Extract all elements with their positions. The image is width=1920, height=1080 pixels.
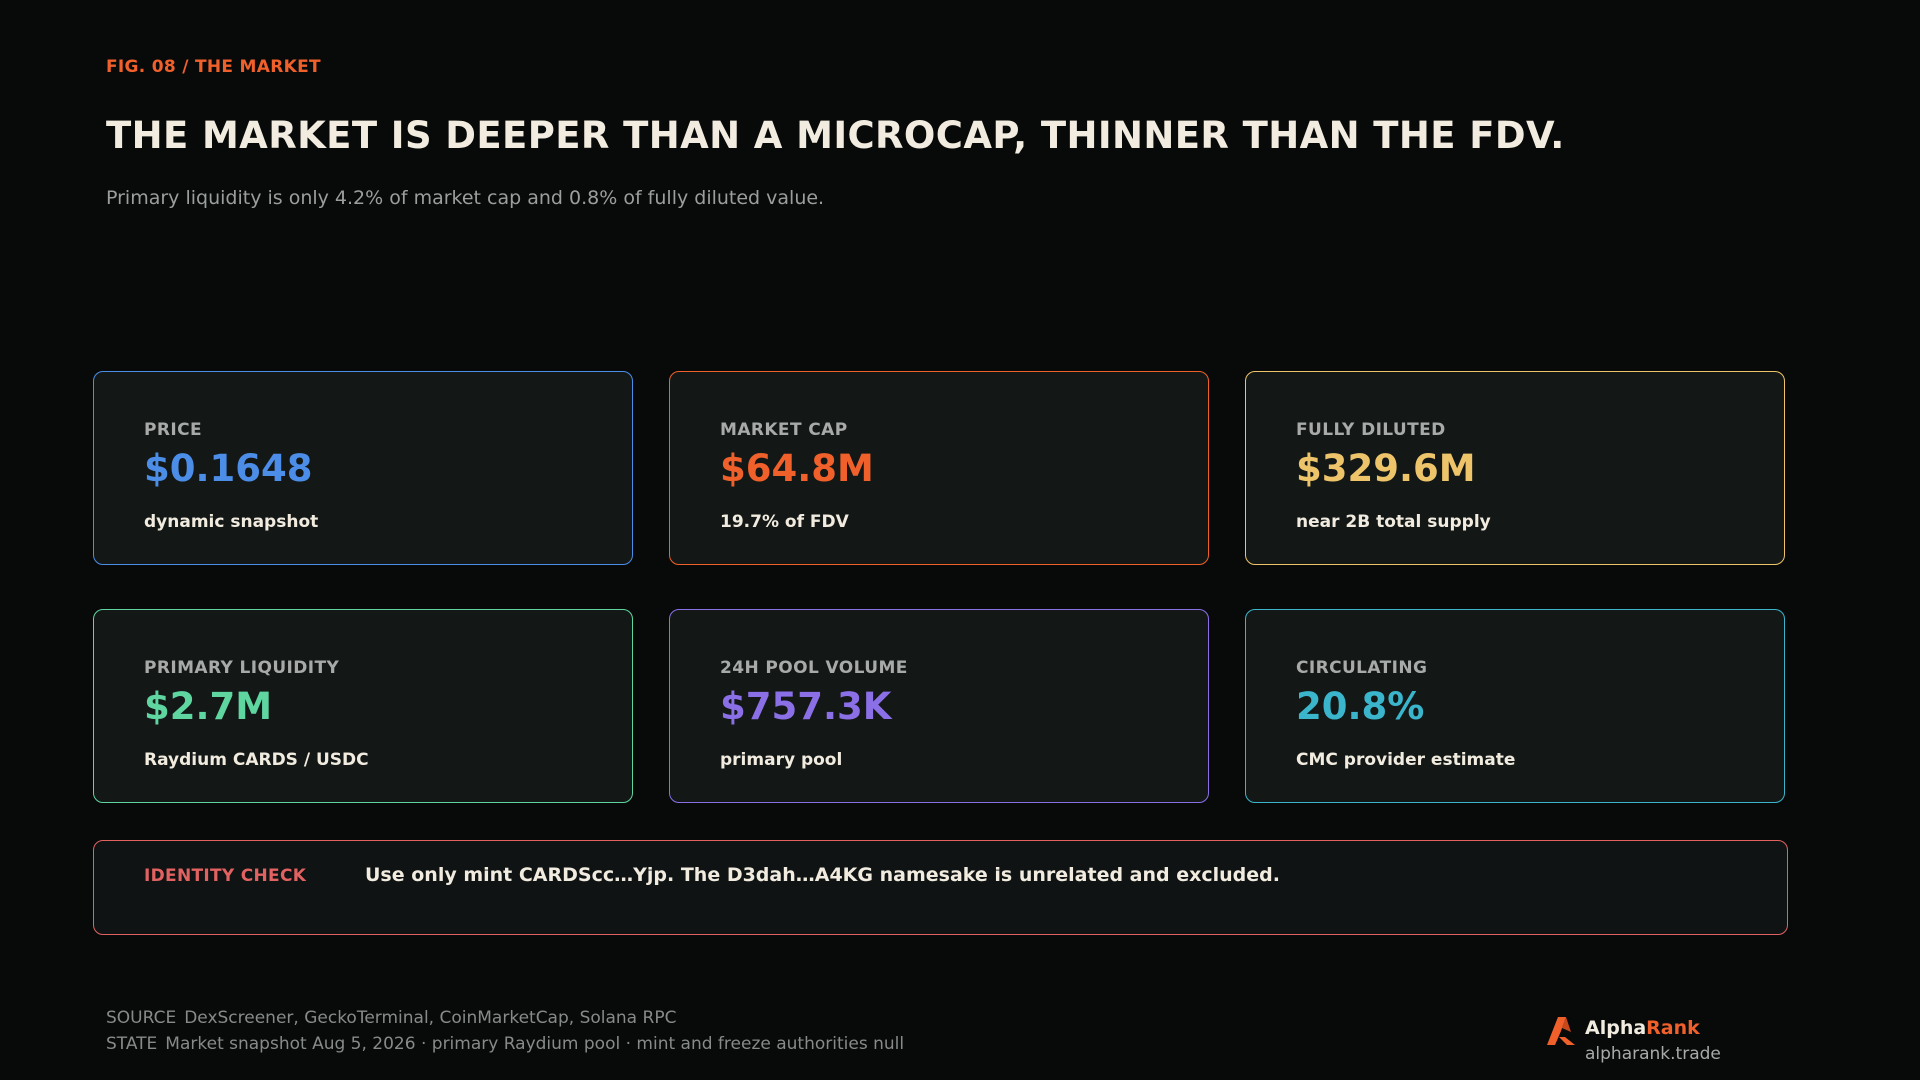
- circulating-value: 20.8%: [1296, 685, 1425, 728]
- source-line: SOURCE DexScreener, GeckoTerminal, CoinMa…: [106, 1008, 676, 1028]
- market-cap-value: $64.8M: [720, 447, 874, 490]
- market-cap-card: MARKET CAP $64.8M 19.7% of FDV: [669, 371, 1209, 565]
- state-text: Market snapshot Aug 5, 2026 · primary Ra…: [165, 1034, 905, 1054]
- primary-liquidity-value: $2.7M: [144, 685, 273, 728]
- page-title: THE MARKET IS DEEPER THAN A MICROCAP, TH…: [106, 114, 1565, 157]
- primary-liquidity-label: PRIMARY LIQUIDITY: [144, 658, 340, 678]
- pool-volume-label: 24H POOL VOLUME: [720, 658, 908, 678]
- circulating-note: CMC provider estimate: [1296, 750, 1516, 770]
- brand-name-rank: Rank: [1646, 1017, 1700, 1039]
- market-cap-note: 19.7% of FDV: [720, 512, 849, 532]
- price-card: PRICE $0.1648 dynamic snapshot: [93, 371, 633, 565]
- primary-liquidity-card: PRIMARY LIQUIDITY $2.7M Raydium CARDS / …: [93, 609, 633, 803]
- circulating-label: CIRCULATING: [1296, 658, 1428, 678]
- state-tag: STATE: [106, 1034, 158, 1054]
- market-cap-label: MARKET CAP: [720, 420, 848, 440]
- price-label: PRICE: [144, 420, 202, 440]
- price-value: $0.1648: [144, 447, 313, 490]
- identity-check-label: IDENTITY CHECK: [144, 866, 307, 886]
- brand-name-alpha: Alpha: [1585, 1017, 1647, 1039]
- brand-name: AlphaRank: [1585, 1017, 1700, 1039]
- source-tag: SOURCE: [106, 1008, 177, 1028]
- alpharank-logo-icon: [1547, 1017, 1575, 1045]
- fully-diluted-card: FULLY DILUTED $329.6M near 2B total supp…: [1245, 371, 1785, 565]
- pool-volume-value: $757.3K: [720, 685, 892, 728]
- primary-liquidity-note: Raydium CARDS / USDC: [144, 750, 369, 770]
- figure-label: FIG. 08 / THE MARKET: [106, 57, 321, 77]
- source-text: DexScreener, GeckoTerminal, CoinMarketCa…: [184, 1008, 677, 1028]
- state-line: STATE Market snapshot Aug 5, 2026 · prima…: [106, 1034, 904, 1054]
- pool-volume-card: 24H POOL VOLUME $757.3K primary pool: [669, 609, 1209, 803]
- identity-check-text: Use only mint CARDScc…Yjp. The D3dah…A4K…: [365, 864, 1280, 886]
- pool-volume-note: primary pool: [720, 750, 843, 770]
- fully-diluted-label: FULLY DILUTED: [1296, 420, 1446, 440]
- price-note: dynamic snapshot: [144, 512, 319, 532]
- brand-url: alpharank.trade: [1585, 1044, 1721, 1064]
- fully-diluted-value: $329.6M: [1296, 447, 1476, 490]
- identity-check-banner: IDENTITY CHECK Use only mint CARDScc…Yjp…: [93, 840, 1788, 935]
- page-subtitle: Primary liquidity is only 4.2% of market…: [106, 187, 825, 209]
- circulating-card: CIRCULATING 20.8% CMC provider estimate: [1245, 609, 1785, 803]
- fully-diluted-note: near 2B total supply: [1296, 512, 1491, 532]
